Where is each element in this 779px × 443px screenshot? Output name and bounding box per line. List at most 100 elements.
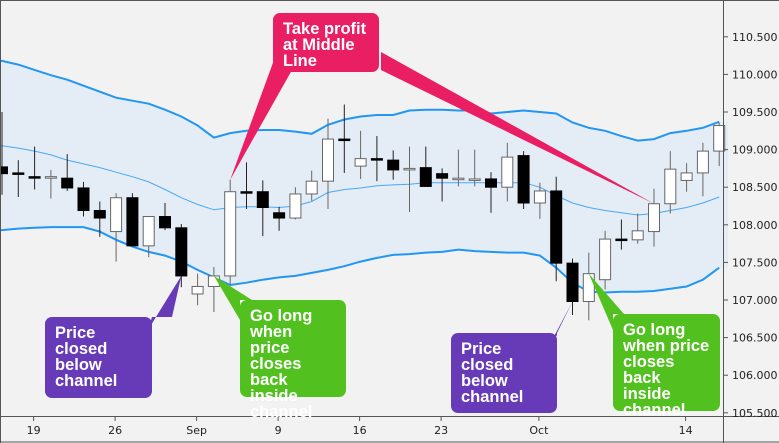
bear-candle-body [126, 197, 139, 247]
annotation-closed-below-1: Price closed below channel [45, 317, 152, 398]
candles [0, 104, 726, 321]
annotation-pointer [230, 60, 292, 180]
bear-candle-body [338, 138, 351, 142]
bear-candle-body [175, 227, 188, 277]
annotation-text-line: closed [55, 340, 108, 358]
annotation-text-line: channel [250, 403, 313, 421]
bull-candle-body [533, 190, 546, 204]
candle [12, 160, 25, 197]
bull-candle-body [452, 177, 465, 181]
bull-candle-body [305, 180, 318, 195]
x-tick-label: 23 [434, 424, 448, 437]
candle [142, 216, 155, 258]
bear-candle-body [550, 190, 563, 264]
bollinger-bands [0, 59, 729, 294]
candle [582, 252, 595, 321]
annotation-text-line: channel [623, 401, 686, 419]
candle [305, 170, 318, 201]
y-tick-label: 110.000 [732, 68, 778, 81]
bear-candle-body [370, 158, 383, 161]
candle [517, 151, 530, 210]
bull-candle-body [322, 138, 334, 182]
upper-band-line [0, 59, 720, 142]
x-tick-label: 14 [679, 424, 693, 437]
bull-candle-body [696, 150, 709, 174]
bull-candle-body [680, 172, 693, 181]
bull-candle-body [403, 167, 416, 171]
candle [338, 104, 351, 173]
candle [436, 168, 449, 202]
bull-candle-body [664, 168, 677, 205]
candle [273, 206, 286, 231]
bull-candle-body [354, 158, 367, 167]
y-tick-label: 106.500 [732, 332, 778, 345]
bull-candle-body [501, 156, 514, 188]
bear-candle-body [12, 172, 25, 175]
annotation-text-line: Line [283, 52, 317, 70]
candle [696, 142, 709, 197]
candle [566, 258, 579, 316]
middle-band-line [0, 145, 720, 216]
bear-candle-body [28, 176, 41, 179]
bull-candle-body [599, 238, 612, 281]
x-tick-label: 9 [275, 424, 282, 437]
bear-candle-body [273, 212, 286, 219]
candle [631, 213, 644, 244]
candle [452, 149, 465, 187]
candle [370, 136, 383, 182]
annotation-text-line: Go long [250, 307, 313, 325]
candle [419, 146, 432, 187]
candle [224, 179, 237, 285]
candle [322, 118, 334, 210]
annotation-text-line: below [461, 372, 508, 390]
candle [240, 162, 253, 210]
candle [159, 202, 171, 231]
annotation-pointer [588, 273, 624, 330]
annotation-pointers [148, 52, 654, 346]
candle [44, 169, 57, 199]
bull-candle-body [110, 197, 123, 233]
candle [599, 230, 612, 290]
bull-candle-body [191, 285, 204, 295]
annotation-text-line: closes [623, 353, 675, 371]
annotation-go-long-2: Go long when price closes back inside channe… [613, 314, 720, 418]
bear-candle-body [387, 159, 400, 171]
bull-candle-body [631, 230, 644, 241]
candle [191, 273, 204, 306]
bear-candle-body [77, 187, 90, 212]
candle [93, 201, 106, 237]
y-tick-label: 107.500 [732, 256, 778, 269]
x-tick-label: Sep [186, 424, 207, 437]
annotation-closed-below-2: Price closed below channel [451, 333, 557, 413]
y-tick-label: 106.000 [732, 369, 778, 382]
candle [550, 176, 563, 282]
candle [468, 149, 481, 187]
bear-candle-body [256, 191, 269, 209]
candle [387, 150, 400, 180]
bear-candle-body [61, 177, 74, 189]
candle [615, 219, 628, 250]
candle [354, 130, 367, 179]
bear-candle-body [517, 155, 530, 204]
bear-candle-body [436, 173, 449, 179]
bull-candle-body [289, 193, 302, 219]
candle [256, 180, 269, 237]
candle [485, 172, 497, 213]
candle [289, 187, 302, 220]
bull-candle-body [582, 273, 595, 303]
annotation-text-line: Take profit [283, 20, 367, 38]
candle [533, 182, 546, 219]
y-tick-label: 108.000 [732, 219, 778, 232]
bear-candle-body [0, 166, 8, 175]
bull-candle-body [468, 178, 481, 181]
x-tick-label: 19 [27, 424, 41, 437]
annotation-text-line: back inside [623, 369, 671, 403]
y-tick-label: 107.000 [732, 294, 778, 307]
annotation-text-line: Price [461, 340, 502, 358]
y-tick-label: 109.000 [732, 144, 778, 157]
annotation-text-line: closed [461, 356, 514, 374]
annotation-text-line: Go long [623, 321, 686, 339]
candle [501, 142, 514, 202]
